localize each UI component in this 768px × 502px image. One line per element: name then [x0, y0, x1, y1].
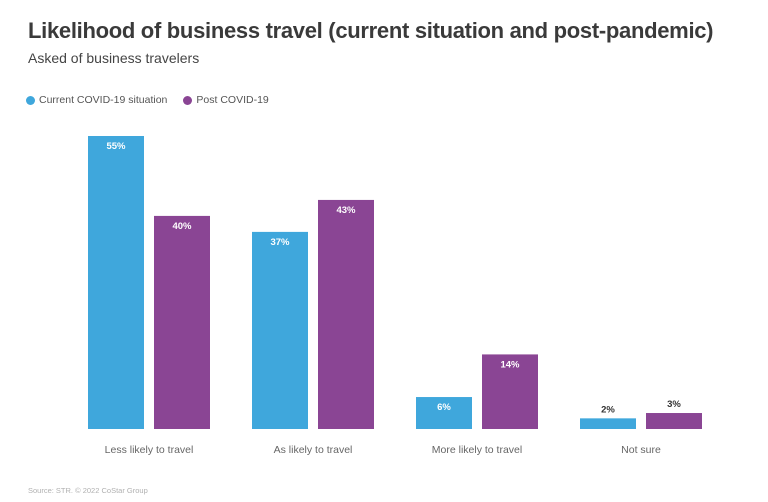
bar-current-not-sure	[580, 418, 636, 429]
category-label-not-sure: Not sure	[621, 444, 661, 456]
value-label-current-less-likely: 55%	[106, 141, 126, 152]
legend-item-post: Post COVID-19	[183, 94, 269, 106]
bar-current-less-likely	[88, 136, 144, 429]
legend-swatch-post	[183, 95, 193, 105]
value-label-post-as-likely: 43%	[336, 205, 356, 216]
value-label-post-not-sure: 3%	[667, 399, 681, 410]
bar-post-as-likely	[318, 199, 374, 429]
chart-subtitle: Asked of business travelers	[28, 50, 200, 66]
value-label-current-as-likely: 37%	[270, 237, 290, 248]
value-label-current-more-likely: 6%	[437, 402, 451, 413]
legend-swatch-current	[26, 95, 35, 105]
category-label-more-likely: More likely to travel	[432, 444, 522, 456]
bar-current-more-likely	[416, 397, 472, 429]
value-label-post-more-likely: 14%	[500, 359, 520, 370]
chart-title: Likelihood of business travel (current s…	[28, 18, 714, 43]
value-label-current-not-sure: 2%	[601, 404, 615, 415]
bar-current-as-likely	[252, 231, 308, 429]
bar-post-more-likely	[482, 354, 538, 429]
legend-label-post: Post COVID-19	[196, 94, 269, 106]
legend-item-current: Current COVID-19 situation	[26, 94, 167, 106]
category-label-less-likely: Less likely to travel	[105, 444, 194, 456]
source-note: Source: STR. © 2022 CoStar Group	[28, 486, 148, 495]
legend-label-current: Current COVID-19 situation	[39, 94, 168, 106]
value-label-post-less-likely: 40%	[172, 221, 192, 232]
bar-post-less-likely	[154, 215, 210, 429]
category-label-as-likely: As likely to travel	[274, 444, 353, 456]
bar-post-not-sure	[646, 413, 702, 429]
legend: Current COVID-19 situation Post COVID-19	[26, 94, 285, 106]
